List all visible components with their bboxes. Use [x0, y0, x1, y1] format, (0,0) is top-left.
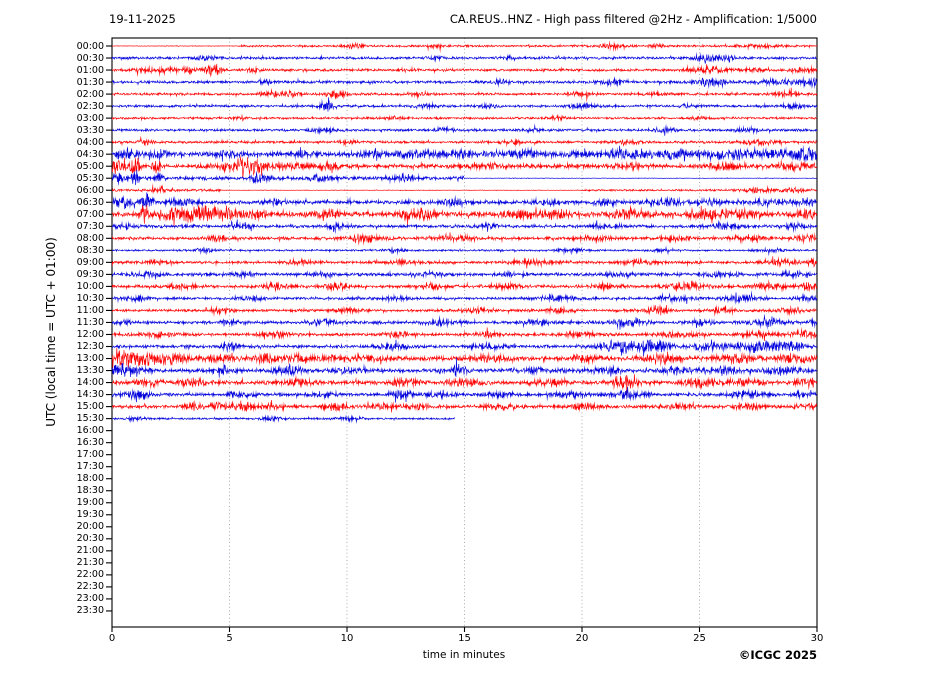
y-tick-label: 01:00	[76, 64, 104, 76]
y-tick-label: 21:00	[76, 545, 104, 557]
y-tick-label: 07:00	[76, 208, 104, 220]
y-tick-label: 01:30	[76, 76, 104, 88]
y-tick-label: 08:00	[76, 232, 104, 244]
y-tick-label: 22:30	[76, 581, 104, 593]
y-tick-label: 02:30	[76, 100, 104, 112]
y-tick-label: 16:30	[76, 437, 104, 449]
y-tick-label: 19:30	[76, 509, 104, 521]
y-tick-label: 20:30	[76, 533, 104, 545]
y-tick-label: 03:00	[76, 112, 104, 124]
y-tick-label: 07:30	[76, 220, 104, 232]
x-tick-label: 20	[575, 633, 589, 644]
y-tick-label: 14:00	[76, 377, 104, 389]
y-tick-label: 08:30	[76, 244, 104, 256]
date-title: 19-11-2025	[109, 12, 176, 26]
y-tick-label: 15:30	[76, 413, 104, 425]
y-tick-label: 20:00	[76, 521, 104, 533]
y-tick-label: 00:00	[76, 40, 104, 52]
y-tick-label: 16:00	[76, 425, 104, 437]
x-tick-label: 30	[810, 633, 824, 644]
y-tick-label: 18:00	[76, 473, 104, 485]
y-tick-label: 13:00	[76, 353, 104, 365]
y-tick-label: 03:30	[76, 124, 104, 136]
y-tick-label: 13:30	[76, 365, 104, 377]
y-tick-label: 18:30	[76, 485, 104, 497]
y-tick-label: 00:30	[76, 52, 104, 64]
y-tick-label: 05:00	[76, 160, 104, 172]
y-tick-label: 05:30	[76, 172, 104, 184]
x-tick-label: 10	[340, 633, 354, 644]
x-tick-label: 5	[226, 633, 233, 644]
y-tick-label: 17:00	[76, 449, 104, 461]
y-tick-label: 14:30	[76, 389, 104, 401]
x-tick-label: 25	[693, 633, 706, 644]
y-tick-label: 19:00	[76, 497, 104, 509]
y-tick-label: 23:00	[76, 593, 104, 605]
y-tick-label: 11:00	[76, 304, 104, 316]
x-axis-label: time in minutes	[422, 649, 506, 661]
y-tick-label: 11:30	[76, 316, 104, 328]
y-tick-label: 06:30	[76, 196, 104, 208]
y-tick-label: 09:30	[76, 268, 104, 280]
y-tick-label: 15:00	[76, 401, 104, 413]
x-tick-label: 0	[108, 633, 116, 644]
y-tick-label: 21:30	[76, 557, 104, 569]
y-tick-label: 12:00	[76, 328, 104, 340]
station-title: CA.REUS..HNZ - High pass filtered @2Hz -…	[449, 12, 817, 26]
y-tick-label: 17:30	[76, 461, 104, 473]
y-tick-label: 06:00	[76, 184, 104, 196]
y-tick-label: 23:30	[76, 605, 104, 617]
copyright-text: ©ICGC 2025	[738, 648, 817, 662]
y-tick-label: 09:00	[76, 256, 104, 268]
y-tick-label: 10:30	[76, 292, 104, 304]
x-tick-label: 15	[458, 633, 471, 644]
y-tick-label: 04:00	[76, 136, 104, 148]
y-tick-label: 12:30	[76, 341, 104, 352]
y-tick-label: 02:00	[76, 88, 104, 100]
y-tick-label: 10:00	[76, 280, 104, 292]
y-tick-label: 04:30	[76, 148, 104, 160]
y-tick-label: 22:00	[76, 569, 104, 581]
